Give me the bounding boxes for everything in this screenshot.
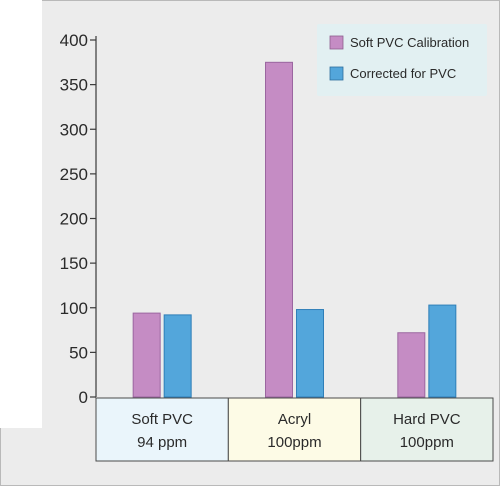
x-tick-sublabel: 100ppm — [400, 434, 454, 451]
y-tick-label: 400 — [60, 31, 88, 50]
x-tick-sublabel: 94 ppm — [137, 434, 187, 451]
legend-swatch-corrected-for-pvc — [329, 66, 344, 81]
y-tick-label: 50 — [69, 343, 88, 362]
y-tick-label: 100 — [60, 299, 88, 318]
legend-label-corrected-for-pvc: Corrected for PVC — [350, 66, 456, 81]
y-axis: 0 50 100 150 200 250 300 350 400 — [60, 31, 97, 407]
bar-corrected-for-pvc-acryl — [296, 309, 324, 398]
legend-swatch-soft-pvc-calibration — [329, 35, 344, 50]
bar-soft-pvc-calibration-acryl — [265, 61, 293, 398]
y-tick-label: 250 — [60, 165, 88, 184]
y-tick-label: 150 — [60, 254, 88, 273]
legend-label-soft-pvc-calibration: Soft PVC Calibration — [350, 35, 469, 50]
x-axis-labels: Soft PVC 94 ppm Acryl 100ppm Hard PVC 100ppm — [131, 411, 460, 451]
y-tick-label: 200 — [60, 210, 88, 229]
x-tick-label: Acryl — [278, 411, 311, 428]
x-tick-label: Soft PVC — [131, 411, 193, 428]
y-tick-label: 350 — [60, 76, 88, 95]
category-bands — [95, 397, 494, 462]
x-tick-sublabel: 100ppm — [267, 434, 321, 451]
y-tick-label: 300 — [60, 120, 88, 139]
category-band-0 — [95, 397, 229, 462]
legend: Soft PVC Calibration Corrected for PVC — [317, 24, 487, 96]
x-tick-label: Hard PVC — [393, 411, 461, 428]
category-band-2 — [360, 397, 494, 462]
bar-corrected-for-pvc-soft-pvc — [163, 314, 192, 398]
left-margin — [0, 0, 42, 428]
y-tick-label: 0 — [79, 388, 88, 407]
bars — [132, 61, 457, 398]
legend-box — [317, 24, 487, 96]
bar-soft-pvc-calibration-soft-pvc — [132, 312, 161, 398]
bar-corrected-for-pvc-hard-pvc — [428, 304, 457, 398]
category-band-1 — [227, 397, 362, 462]
bar-soft-pvc-calibration-hard-pvc — [397, 332, 426, 398]
